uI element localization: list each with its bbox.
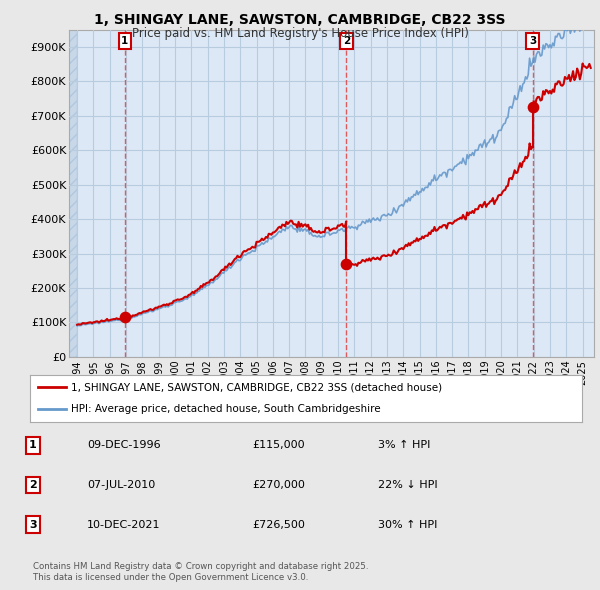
Text: 1, SHINGAY LANE, SAWSTON, CAMBRIDGE, CB22 3SS: 1, SHINGAY LANE, SAWSTON, CAMBRIDGE, CB2… [94,13,506,27]
Text: Price paid vs. HM Land Registry's House Price Index (HPI): Price paid vs. HM Land Registry's House … [131,27,469,40]
Text: 30% ↑ HPI: 30% ↑ HPI [378,520,437,529]
Bar [69,30,77,357]
Text: 1, SHINGAY LANE, SAWSTON, CAMBRIDGE, CB22 3SS (detached house): 1, SHINGAY LANE, SAWSTON, CAMBRIDGE, CB2… [71,382,443,392]
Text: 2: 2 [29,480,37,490]
Text: 1: 1 [29,441,37,450]
Text: £270,000: £270,000 [252,480,305,490]
Text: 3% ↑ HPI: 3% ↑ HPI [378,441,430,450]
Text: 10-DEC-2021: 10-DEC-2021 [87,520,161,529]
Text: 3: 3 [529,36,536,46]
Text: This data is licensed under the Open Government Licence v3.0.: This data is licensed under the Open Gov… [33,573,308,582]
Text: 09-DEC-1996: 09-DEC-1996 [87,441,161,450]
Point [528,102,538,112]
Point [341,259,351,268]
Text: HPI: Average price, detached house, South Cambridgeshire: HPI: Average price, detached house, Sout… [71,404,381,414]
Text: £115,000: £115,000 [252,441,305,450]
Text: £726,500: £726,500 [252,520,305,529]
Point [120,313,130,322]
Text: 3: 3 [29,520,37,529]
Text: 22% ↓ HPI: 22% ↓ HPI [378,480,437,490]
Text: 07-JUL-2010: 07-JUL-2010 [87,480,155,490]
Text: 1: 1 [121,36,128,46]
Text: Contains HM Land Registry data © Crown copyright and database right 2025.: Contains HM Land Registry data © Crown c… [33,562,368,571]
Text: 2: 2 [343,36,350,46]
